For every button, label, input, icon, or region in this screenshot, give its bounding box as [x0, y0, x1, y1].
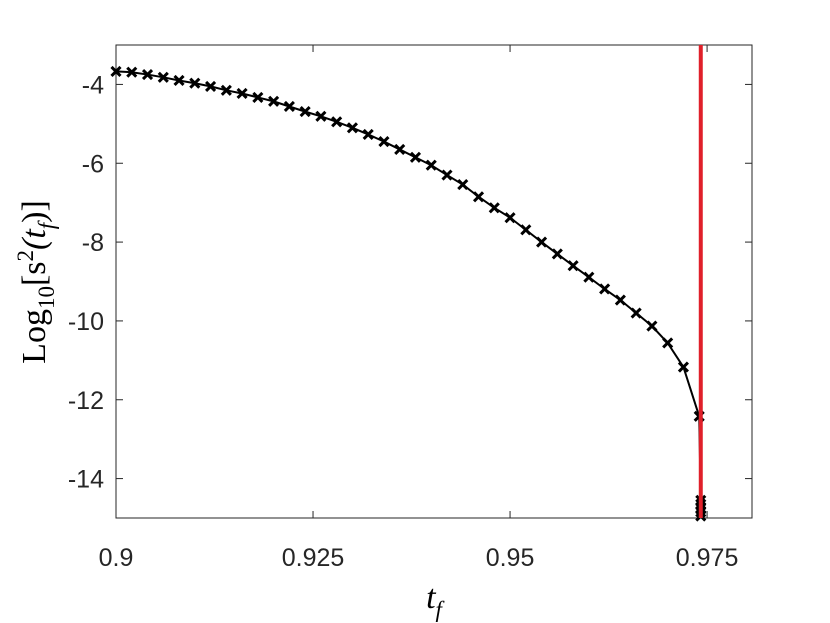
data-marker	[157, 71, 169, 83]
y-axis-label-part: Log	[16, 309, 53, 364]
x-tick-label: 0.975	[676, 544, 739, 572]
data-marker	[488, 202, 500, 214]
data-marker	[252, 91, 264, 103]
data-marker	[662, 337, 674, 349]
data-marker	[299, 106, 311, 118]
data-marker	[599, 283, 611, 295]
x-tick-label: 0.925	[282, 544, 345, 572]
data-marker	[173, 74, 185, 87]
data-marker	[536, 236, 548, 248]
y-axis-label-part: f	[34, 219, 59, 229]
data-marker	[504, 212, 516, 224]
data-marker	[189, 77, 201, 89]
data-marker	[331, 116, 343, 128]
y-axis-label-part: [s	[16, 261, 53, 286]
plot-area	[115, 44, 753, 519]
y-tick-label: -12	[68, 387, 104, 415]
x-axis-label-part: f	[436, 597, 446, 622]
y-axis-label-part: 2	[13, 250, 38, 262]
data-marker	[394, 143, 406, 156]
data-marker	[457, 178, 469, 191]
data-marker	[472, 191, 485, 203]
y-tick-label: -8	[82, 229, 104, 257]
y-tick-label: -14	[68, 466, 104, 494]
data-marker	[677, 361, 689, 373]
y-axis-label: Log10[s2(tf)]	[13, 200, 59, 364]
y-axis-label-part: 10	[34, 286, 59, 309]
data-marker	[520, 224, 532, 236]
y-tick-label: -4	[82, 71, 104, 99]
data-marker	[346, 122, 358, 134]
data-marker	[441, 169, 453, 181]
data-marker	[268, 95, 280, 107]
data-marker	[551, 248, 563, 260]
y-axis-label-part: (t	[16, 228, 53, 250]
data-marker	[614, 294, 626, 306]
data-marker	[409, 151, 422, 163]
data-marker	[567, 260, 579, 272]
x-tick-label: 0.95	[486, 544, 535, 572]
data-marker	[630, 307, 642, 319]
data-marker	[283, 100, 295, 113]
y-tick-label: -10	[68, 308, 104, 336]
data-marker	[205, 80, 217, 92]
data-marker	[220, 84, 232, 96]
data-marker	[236, 87, 248, 100]
data-marker	[362, 128, 374, 141]
x-tick-label: 0.9	[99, 544, 134, 572]
data-marker	[110, 65, 122, 77]
data-marker	[315, 110, 327, 122]
y-axis-label-part: )]	[16, 200, 53, 223]
x-axis-label: tf	[426, 579, 445, 622]
data-marker	[378, 136, 390, 148]
x-axis-label-part: t	[426, 579, 437, 616]
data-marker	[583, 271, 595, 283]
data-marker	[425, 159, 437, 171]
data-marker	[126, 66, 138, 78]
y-tick-label: -6	[82, 150, 104, 178]
data-marker	[646, 320, 658, 332]
data-marker	[141, 69, 154, 81]
